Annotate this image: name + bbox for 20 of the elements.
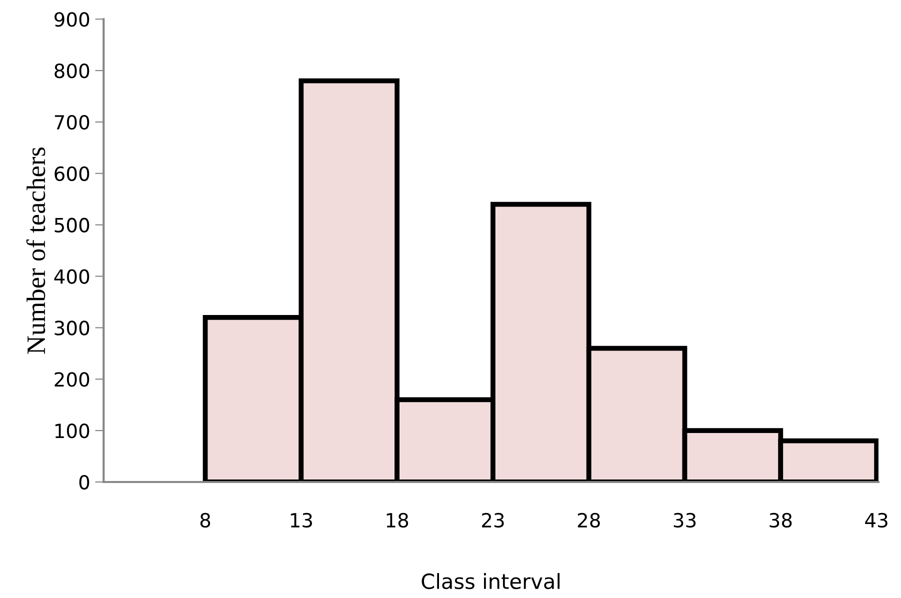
y-tick-label: 500 <box>54 218 90 233</box>
x-tick-label: 13 <box>290 512 312 528</box>
x-tick-label: 43 <box>865 512 888 528</box>
x-tick-label: 18 <box>386 512 408 528</box>
y-tick-label: 300 <box>54 320 90 336</box>
x-tick-label: 28 <box>578 512 600 528</box>
y-tick-label: 600 <box>54 166 90 182</box>
y-axis-title: Number of teachers <box>26 147 46 354</box>
y-tick-label: 100 <box>55 424 90 438</box>
x-tick-label: 38 <box>770 512 792 528</box>
x-tick-label: 33 <box>674 512 696 528</box>
y-tick-label: 900 <box>54 12 90 27</box>
x-tick-label: 8 <box>200 512 210 528</box>
y-tick-label: 400 <box>54 269 90 284</box>
x-tick-label: 23 <box>482 512 504 528</box>
y-tick-label: 800 <box>54 64 90 78</box>
y-tick-label: 700 <box>54 114 90 130</box>
x-axis-title: Class interval <box>422 573 560 590</box>
y-tick-label: 200 <box>54 372 90 387</box>
y-tick-label: 0 <box>79 474 90 490</box>
